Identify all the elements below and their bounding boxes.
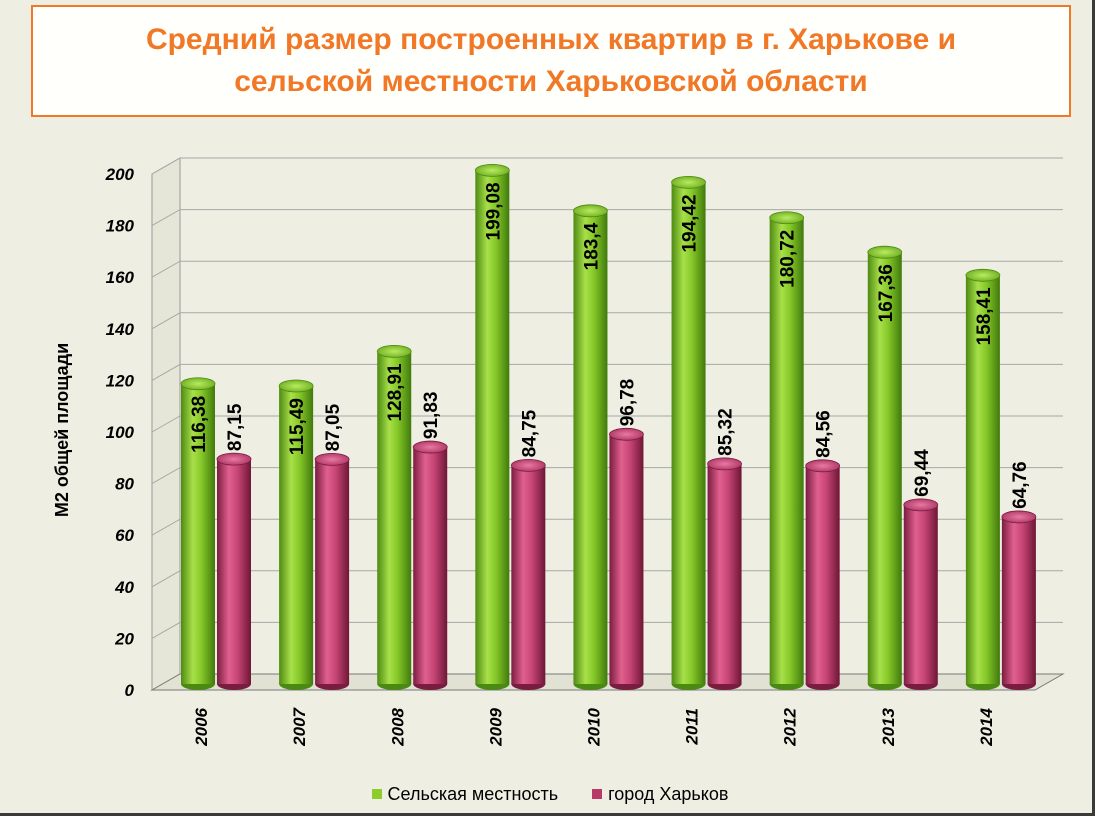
y-tick-label: 40 xyxy=(114,578,134,597)
gridline xyxy=(151,518,1063,536)
bar-rural xyxy=(671,175,706,690)
x-tick-label: 2007 xyxy=(290,706,309,746)
gridline xyxy=(151,209,1063,227)
data-label: 180,72 xyxy=(778,230,799,288)
bar-rural xyxy=(376,345,412,690)
y-tick-label: 80 xyxy=(115,475,134,494)
bar-city xyxy=(216,452,252,690)
data-label: 115,49 xyxy=(287,398,308,455)
bar-rural xyxy=(180,377,216,690)
gridline xyxy=(151,260,1063,278)
data-label: 84,56 xyxy=(814,410,835,458)
legend-swatch-rural xyxy=(371,789,382,799)
bar-city xyxy=(510,458,546,690)
data-label: 85,32 xyxy=(716,408,737,456)
y-tick-label: 0 xyxy=(125,681,135,700)
data-label: 96,78 xyxy=(617,379,638,427)
chart-bars xyxy=(180,163,1037,690)
y-tick-label: 60 xyxy=(115,526,134,545)
legend-item-city: город Харьков xyxy=(592,784,728,805)
x-tick-label: 2012 xyxy=(781,707,800,746)
data-label: 199,08 xyxy=(483,182,504,240)
y-tick-label: 200 xyxy=(105,165,135,184)
legend-swatch-city xyxy=(592,789,603,799)
data-label: 128,91 xyxy=(385,363,406,422)
x-axis-ticks: 2006 2007 2008 2009 2010 2011 2012 2013 2014 xyxy=(192,706,996,746)
bar-city xyxy=(805,459,841,690)
bar-rural xyxy=(474,163,510,690)
data-label: 194,42 xyxy=(680,194,701,252)
x-tick-label: 2009 xyxy=(486,707,505,746)
y-tick-label: 160 xyxy=(106,268,135,287)
bar-rural xyxy=(965,268,1001,690)
data-label: 158,41 xyxy=(974,287,995,346)
legend-label-rural: Сельская местность xyxy=(387,783,559,804)
y-tick-label: 120 xyxy=(106,371,135,390)
data-label: 87,15 xyxy=(225,403,246,451)
y-tick-label: 100 xyxy=(106,423,135,442)
chart-legend: Сельская местность город Харьков xyxy=(0,782,1100,806)
x-tick-label: 2011 xyxy=(683,708,702,746)
y-axis-label: М2 общей площади xyxy=(52,343,72,517)
data-label: 64,76 xyxy=(1010,461,1031,509)
data-label: 183,4 xyxy=(581,222,602,270)
data-label: 87,05 xyxy=(323,403,344,451)
data-label: 91,83 xyxy=(421,392,442,440)
gridline xyxy=(151,570,1063,588)
y-tick-label: 20 xyxy=(114,629,134,648)
data-label: 69,44 xyxy=(912,449,933,497)
bar-rural xyxy=(769,211,805,690)
bar-city xyxy=(707,457,742,690)
chart-title: Средний размер построенных квартир в г. … xyxy=(145,23,957,98)
bar-rural xyxy=(867,245,903,690)
gridline xyxy=(151,363,1063,381)
x-tick-label: 2010 xyxy=(585,707,604,746)
gridline xyxy=(151,415,1063,433)
data-label: 116,38 xyxy=(189,396,210,453)
legend-item-rural: Сельская местность xyxy=(371,783,559,805)
x-tick-label: 2014 xyxy=(977,707,996,746)
x-tick-label: 2006 xyxy=(192,707,211,746)
bar-city xyxy=(412,440,448,690)
bar-city xyxy=(314,453,350,690)
data-labels: 116,38 87,15 115,49 87,05 128,91 91,83 199,08 8… xyxy=(189,182,1031,509)
bar-rural xyxy=(278,379,314,690)
data-label: 167,36 xyxy=(876,264,897,322)
gridline xyxy=(151,467,1063,485)
x-tick-label: 2008 xyxy=(388,707,407,746)
bar-rural xyxy=(573,204,608,690)
gridline xyxy=(151,157,1063,175)
y-tick-label: 180 xyxy=(106,217,135,236)
bar-city xyxy=(1001,510,1037,690)
y-axis-ticks: 0 20 40 60 80 100 120 140 160 180 200 xyxy=(105,165,135,700)
gridline xyxy=(151,621,1063,639)
y-tick-label: 140 xyxy=(106,320,135,339)
bar-city xyxy=(903,498,939,690)
data-label: 84,75 xyxy=(519,409,540,457)
bar-city xyxy=(609,427,644,690)
x-tick-label: 2013 xyxy=(879,707,898,746)
title-box: Средний размер построенных квартир в г. … xyxy=(31,5,1071,117)
legend-label-city: город Харьков xyxy=(608,783,729,804)
gridline xyxy=(151,312,1063,330)
